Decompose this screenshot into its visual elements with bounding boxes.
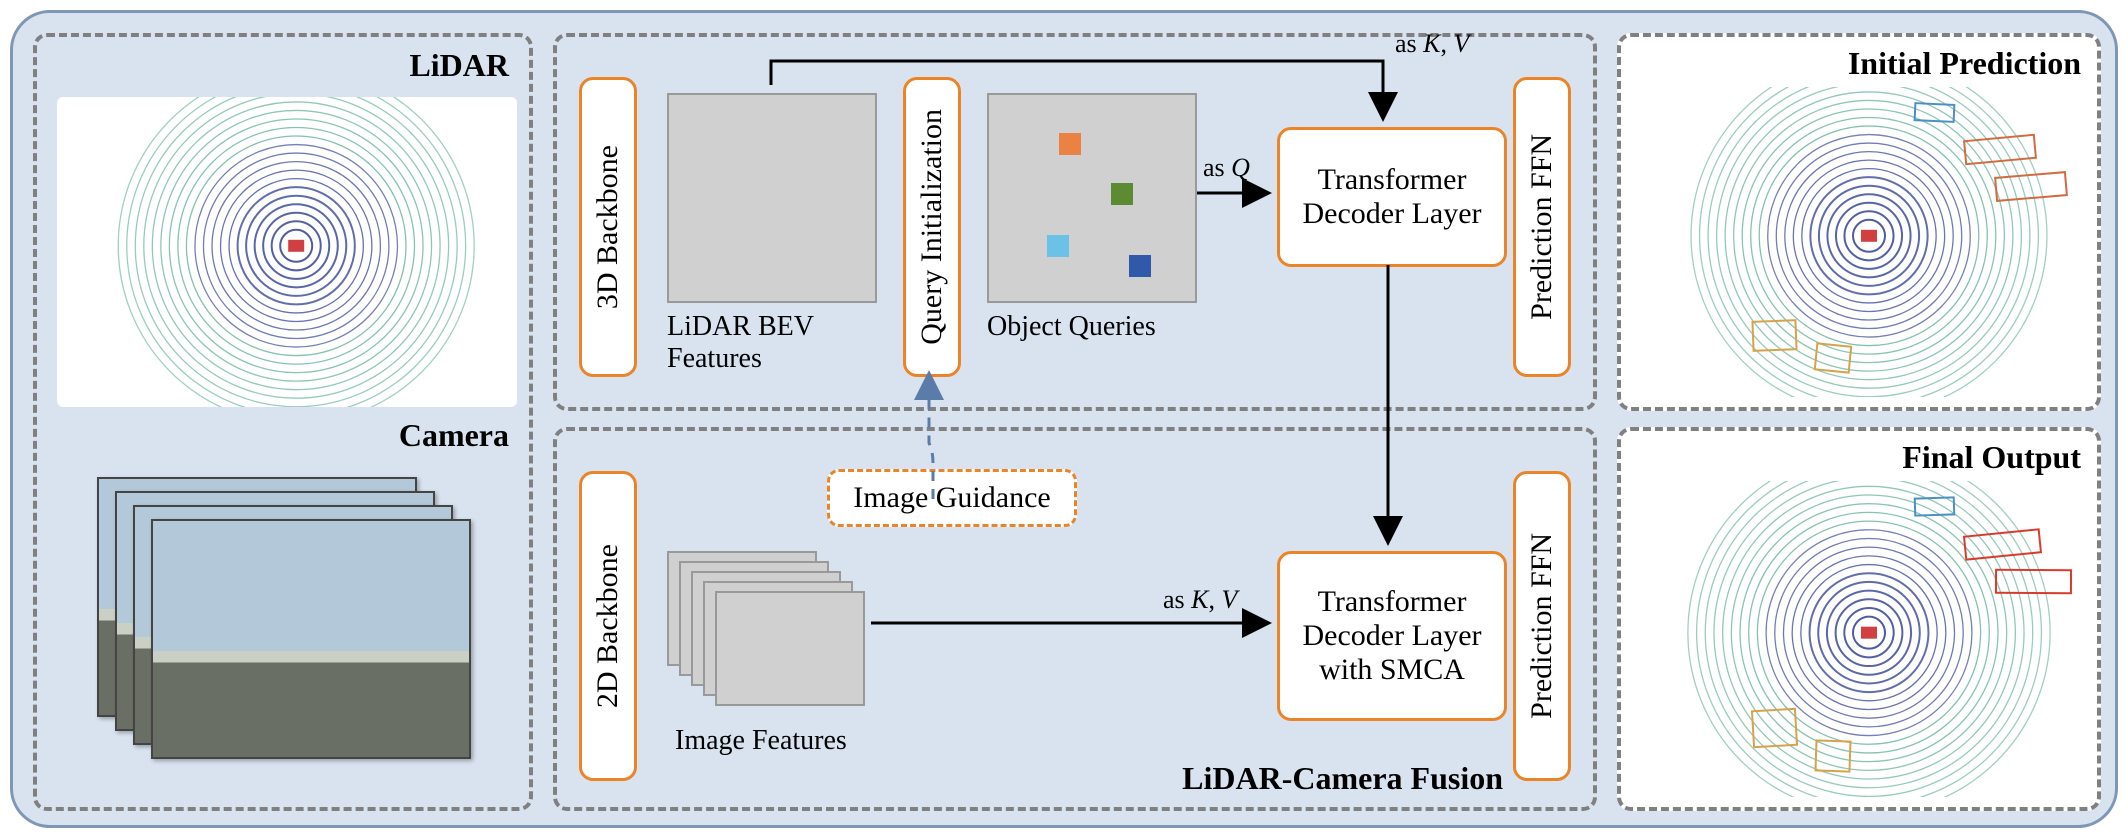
lidar-rings-icon	[57, 97, 517, 407]
as-kv-label-bottom: as K, V	[1163, 585, 1237, 615]
query-marker-icon	[1047, 235, 1069, 257]
transformer-decoder-top-label: Transformer Decoder Layer	[1298, 163, 1486, 231]
prediction-ffn-bottom-label: Prediction FFN	[1525, 533, 1559, 719]
final-output-viz	[1635, 481, 2085, 797]
inputs-panel: LiDAR Camera	[33, 33, 533, 811]
query-init-box: Query Initialization	[903, 77, 961, 377]
image-guidance-label: Image Guidance	[853, 481, 1050, 515]
backbone-2d-box: 2D Backbone	[579, 471, 637, 781]
object-queries-block	[987, 93, 1197, 303]
image-guidance-box: Image Guidance	[827, 469, 1077, 527]
transformer-decoder-top: Transformer Decoder Layer	[1277, 127, 1507, 267]
bev-feature-block	[667, 93, 877, 303]
camera-image-stack	[97, 477, 497, 777]
bev-caption: LiDAR BEV Features	[667, 311, 897, 375]
init-pred-viz	[1635, 87, 2085, 397]
fusion-title: LiDAR-Camera Fusion	[1182, 760, 1503, 797]
final-output-title: Final Output	[1902, 439, 2081, 476]
camera-title: Camera	[399, 417, 509, 454]
backbone-2d-label: 2D Backbone	[591, 544, 625, 708]
lidar-input-viz	[57, 97, 517, 407]
initial-prediction-panel: Initial Prediction	[1617, 33, 2101, 411]
query-marker-icon	[1129, 255, 1151, 277]
lidar-title: LiDAR	[409, 47, 509, 84]
image-feature-stack	[667, 551, 867, 711]
prediction-ffn-bottom: Prediction FFN	[1513, 471, 1571, 781]
prediction-ffn-top: Prediction FFN	[1513, 77, 1571, 377]
query-marker-icon	[1059, 133, 1081, 155]
query-marker-icon	[1111, 183, 1133, 205]
transformer-decoder-bottom: Transformer Decoder Layer with SMCA	[1277, 551, 1507, 721]
query-init-label: Query Initialization	[915, 109, 949, 345]
img-feat-caption: Image Features	[675, 725, 847, 757]
as-kv-label-top: as K, V	[1395, 29, 1469, 59]
lidar-stage-panel: 3D Backbone LiDAR BEV Features Query Ini…	[553, 33, 1597, 411]
obj-queries-caption: Object Queries	[987, 311, 1156, 343]
fusion-stage-panel: 2D Backbone Image Features Image Guidanc…	[553, 427, 1597, 811]
as-q-label: as Q	[1203, 153, 1250, 183]
backbone-3d-box: 3D Backbone	[579, 77, 637, 377]
prediction-ffn-top-label: Prediction FFN	[1525, 134, 1559, 320]
transformer-decoder-bottom-label: Transformer Decoder Layer with SMCA	[1296, 585, 1488, 687]
backbone-3d-label: 3D Backbone	[591, 145, 625, 309]
init-pred-title: Initial Prediction	[1848, 45, 2081, 82]
diagram-frame: LiDAR Camera 3D Backbone LiDAR BEV Featu…	[10, 10, 2118, 828]
final-output-panel: Final Output	[1617, 427, 2101, 811]
